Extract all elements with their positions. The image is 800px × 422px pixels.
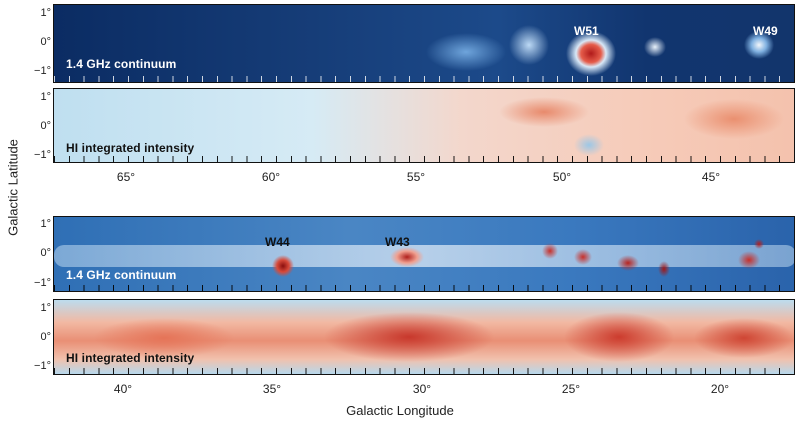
- tick-marks: [54, 156, 794, 162]
- emission-blob: [644, 37, 666, 57]
- panel-label: HI integrated intensity: [66, 351, 195, 365]
- lat-tick-label: −1°: [34, 360, 51, 372]
- emission-blob: [509, 25, 549, 65]
- hii-region: [738, 251, 760, 269]
- panel-label: 1.4 GHz continuum: [66, 268, 177, 282]
- hi-panel-top: HI integrated intensity: [53, 88, 795, 163]
- w44-emission: [272, 255, 294, 277]
- continuum-panel-top: W51 W49 1.4 GHz continuum: [53, 4, 795, 83]
- hii-region: [617, 255, 639, 271]
- panel-label: HI integrated intensity: [66, 141, 195, 155]
- tick-marks: [54, 285, 794, 291]
- w51-emission: [566, 31, 616, 76]
- lon-tick-label: 25°: [561, 382, 581, 396]
- hii-region: [542, 243, 558, 259]
- hii-region: [574, 249, 592, 265]
- source-label-w44: W44: [265, 235, 290, 249]
- hii-region: [658, 261, 670, 277]
- y-axis-title: Galactic Latitude: [5, 139, 21, 236]
- lon-tick-label: 50°: [552, 170, 572, 184]
- lat-tick-label: 0°: [40, 331, 51, 343]
- lat-tick-label: 0°: [40, 247, 51, 259]
- hi-emission: [499, 97, 589, 127]
- tick-marks: [54, 76, 794, 82]
- plane-emission: [54, 245, 794, 267]
- emission-blob: [426, 33, 506, 71]
- hii-region: [754, 239, 764, 249]
- hi-emission: [694, 318, 794, 358]
- lat-tick-label: 0°: [40, 36, 51, 48]
- w49-emission: [744, 31, 774, 59]
- hi-emission: [684, 99, 784, 139]
- lon-tick-label: 20°: [710, 382, 730, 396]
- lat-tick-label: −1°: [34, 149, 51, 161]
- lat-tick-label: 1°: [40, 91, 51, 103]
- source-label-w51: W51: [574, 24, 599, 38]
- lat-tick-label: −1°: [34, 65, 51, 77]
- lon-tick-label: 55°: [406, 170, 426, 184]
- hi-emission: [324, 312, 494, 362]
- lon-tick-label: 35°: [262, 382, 282, 396]
- source-label-w43: W43: [385, 235, 410, 249]
- w43-emission: [390, 247, 424, 267]
- hi-emission: [564, 312, 674, 362]
- lat-tick-label: 1°: [40, 7, 51, 19]
- hi-absorption: [574, 134, 604, 156]
- lon-tick-label: 60°: [261, 170, 281, 184]
- lon-tick-label: 65°: [116, 170, 136, 184]
- lon-tick-label: 30°: [412, 382, 432, 396]
- lon-tick-label: 40°: [113, 382, 133, 396]
- continuum-panel-bottom: W44 W43 1.4 GHz continuum: [53, 216, 795, 292]
- hi-panel-bottom: HI integrated intensity: [53, 299, 795, 375]
- lat-tick-label: 1°: [40, 302, 51, 314]
- hi-emission: [94, 318, 234, 358]
- x-axis-title: Galactic Longitude: [346, 403, 454, 418]
- panel-label: 1.4 GHz continuum: [66, 57, 177, 71]
- lat-tick-label: −1°: [34, 277, 51, 289]
- source-label-w49: W49: [753, 24, 778, 38]
- lon-tick-label: 45°: [701, 170, 721, 184]
- lat-tick-label: 1°: [40, 218, 51, 230]
- tick-marks: [54, 368, 794, 374]
- lat-tick-label: 0°: [40, 120, 51, 132]
